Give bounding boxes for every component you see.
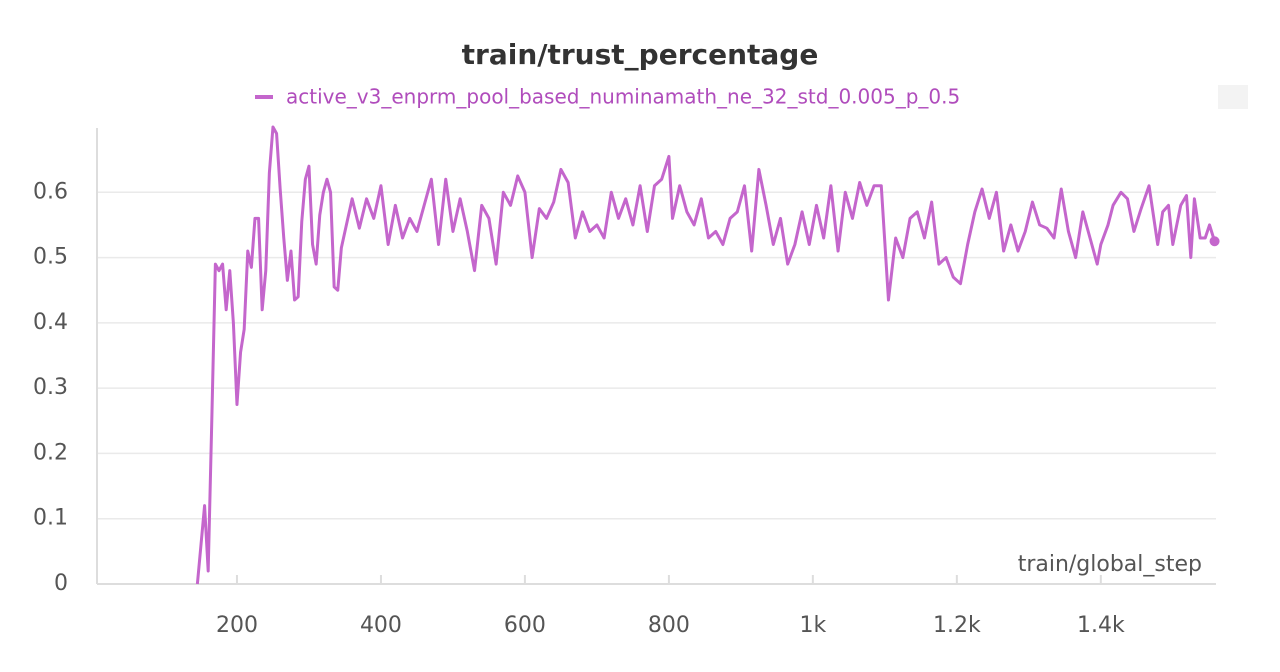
x-tick-label: 1k xyxy=(799,613,826,638)
chart-title: train/trust_percentage xyxy=(462,38,819,71)
series-line xyxy=(195,125,1216,585)
x-tick-label: 200 xyxy=(216,613,258,638)
x-tick-label: 600 xyxy=(504,613,546,638)
y-tick-label: 0.3 xyxy=(33,375,68,400)
x-tick-label: 1.2k xyxy=(933,613,981,638)
y-tick-label: 0.2 xyxy=(33,440,68,465)
y-tick-label: 0.1 xyxy=(33,506,68,531)
legend-label[interactable]: active_v3_enprm_pool_based_numinamath_ne… xyxy=(286,85,960,109)
y-tick-label: 0.6 xyxy=(33,179,68,204)
y-tick-label: 0.5 xyxy=(33,245,68,270)
x-tick-label: 1.4k xyxy=(1077,613,1125,638)
x-tick-label: 800 xyxy=(648,613,690,638)
menu-button[interactable] xyxy=(1218,85,1248,109)
x-axis-label: train/global_step xyxy=(1018,552,1202,577)
y-tick-label: 0 xyxy=(54,571,68,596)
end-point xyxy=(1209,236,1220,247)
y-tick-label: 0.4 xyxy=(33,310,68,335)
x-tick-label: 400 xyxy=(360,613,402,638)
